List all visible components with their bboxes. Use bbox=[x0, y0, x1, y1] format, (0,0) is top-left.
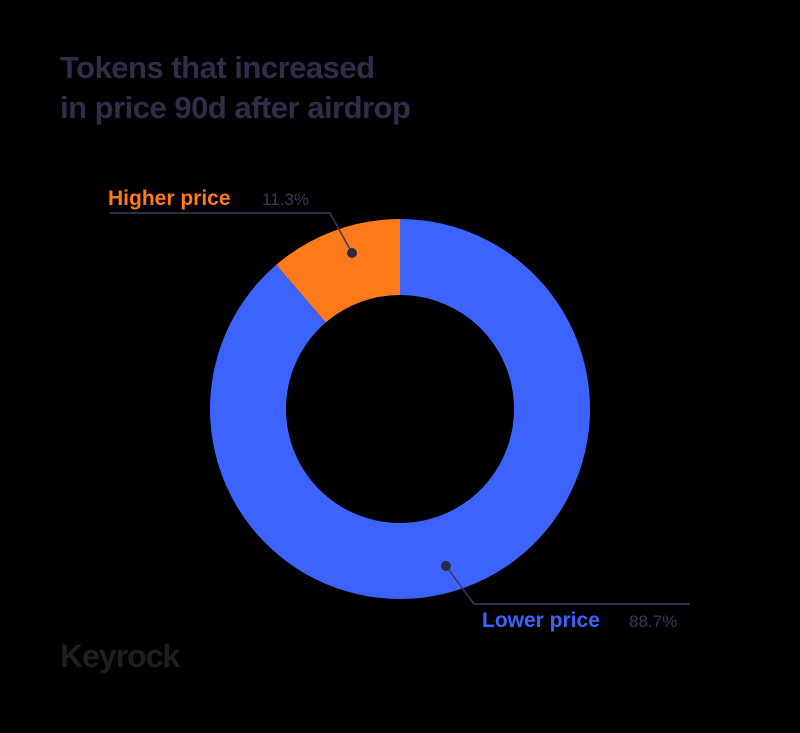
donut-slice-higher-price bbox=[276, 219, 400, 323]
slice-label-higher: Higher price bbox=[108, 187, 231, 210]
donut-slices bbox=[210, 219, 591, 600]
donut-slice-lower-price bbox=[210, 219, 591, 600]
chart-title-line-1: Tokens that increased bbox=[60, 50, 375, 85]
marker-dot-higher bbox=[347, 248, 357, 258]
chart-title: Tokens that increased in price 90d after… bbox=[60, 48, 411, 128]
slice-value-higher: 11.3% bbox=[262, 190, 309, 209]
chart-title-line-2: in price 90d after airdrop bbox=[60, 90, 411, 125]
keyrock-logo: Keyrock bbox=[60, 638, 180, 674]
leader-line-lower bbox=[445, 565, 690, 605]
slice-value-lower: 88.7% bbox=[629, 612, 677, 631]
slice-label-lower: Lower price bbox=[482, 609, 600, 632]
leader-line-higher bbox=[110, 212, 353, 254]
marker-dot-lower bbox=[441, 561, 451, 571]
